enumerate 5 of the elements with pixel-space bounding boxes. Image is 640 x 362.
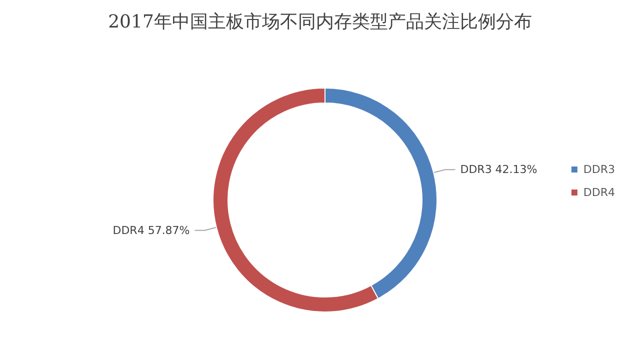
category-label: DDR4 57.87%	[112, 224, 190, 237]
legend-label: DDR3	[583, 163, 616, 176]
chart-title: 2017年中国主板市场不同内存类型产品关注比例分布	[108, 12, 532, 32]
category-label: DDR3 42.13%	[460, 163, 538, 176]
legend-label: DDR4	[583, 186, 616, 199]
